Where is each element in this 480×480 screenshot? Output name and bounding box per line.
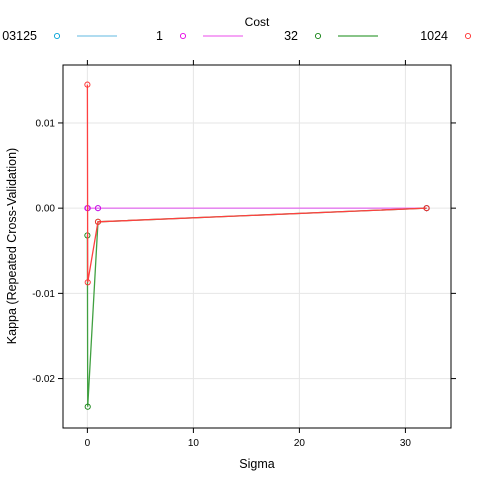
data-point — [84, 279, 91, 286]
y-tick-label: -0.01 — [32, 289, 55, 300]
series-line — [86, 207, 427, 407]
data-point — [423, 205, 430, 212]
x-axis-label: Sigma — [239, 457, 274, 471]
data-point — [84, 403, 91, 410]
x-tick-label: 0 — [85, 438, 91, 449]
legend-label: 32 — [284, 29, 298, 43]
series-line — [86, 84, 427, 283]
legend-marker — [179, 32, 187, 40]
legend-item: 03125 — [2, 29, 117, 43]
y-tick-label: -0.02 — [32, 374, 55, 385]
data-point — [84, 81, 91, 88]
data-point — [94, 218, 102, 225]
grid — [63, 65, 451, 428]
legend-item: 1024 — [420, 29, 472, 43]
legend-marker — [53, 32, 61, 40]
x-tick-label: 20 — [294, 438, 306, 449]
x-tick-label: 30 — [400, 438, 412, 449]
legend-label: 1024 — [420, 29, 448, 43]
legend-label: 03125 — [2, 29, 37, 43]
series-layer — [84, 81, 430, 410]
legend-item: 1 — [156, 29, 243, 43]
legend-marker — [314, 32, 322, 40]
legend-marker — [464, 32, 472, 40]
legend-label: 1 — [156, 29, 163, 43]
legend-title: Cost — [245, 15, 270, 29]
legend-item: 32 — [284, 29, 378, 43]
y-tick-label: 0.01 — [36, 118, 56, 129]
y-tick-label: 0.00 — [36, 204, 56, 215]
x-tick-label: 10 — [188, 438, 200, 449]
y-axis-label: Kappa (Repeated Cross-Validation) — [5, 148, 19, 344]
series-1024 — [84, 81, 430, 286]
legend: Cost 03125 1 32 1024 — [2, 15, 472, 43]
data-point — [94, 205, 102, 212]
axes: 0 10 20 30 -0.02 -0.01 0.00 0.01 — [32, 60, 456, 449]
plot-frame — [62, 64, 452, 429]
